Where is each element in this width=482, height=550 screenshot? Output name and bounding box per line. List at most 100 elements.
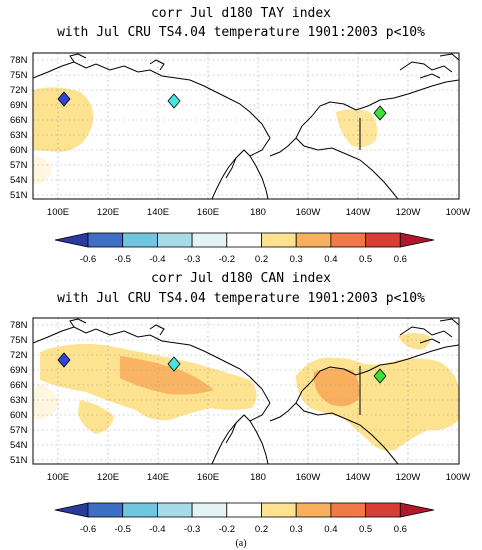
- lat-axis-labels: 78N 75N 72N 69N 66N 63N 60N 57N 54N 51N: [10, 320, 28, 466]
- colorbar-segment: [330, 502, 366, 518]
- colorbar-segment: [87, 502, 124, 518]
- figure-caption: (a): [235, 538, 246, 549]
- correlation-shading: [33, 87, 378, 184]
- colorbar-segment: [261, 232, 297, 248]
- lon-tick: 100W: [446, 207, 471, 218]
- map-frame: [32, 52, 460, 200]
- colorbar-segment: [156, 232, 193, 248]
- lon-tick: 140W: [346, 207, 371, 218]
- panel-title-line1: corr Jul d180 CAN index: [151, 271, 331, 286]
- lat-tick: 66N: [10, 380, 28, 391]
- colorbar-tick: 0.4: [324, 254, 337, 265]
- map-gridlines: [33, 53, 459, 199]
- colorbar-tick: -0.4: [149, 254, 165, 265]
- colorbar-tick: 0.3: [290, 254, 303, 265]
- lat-tick: 51N: [10, 455, 28, 466]
- panel-title-line2: with Jul CRU TS4.04 temperature 1901:200…: [57, 25, 425, 40]
- colorbar-segment: [226, 502, 262, 518]
- colorbar-end-left: [54, 232, 89, 248]
- colorbar-segment: [122, 502, 158, 518]
- blue-site-marker: [57, 352, 71, 368]
- colorbar-tick: 0.6: [394, 254, 407, 265]
- lon-tick: 120W: [396, 207, 421, 218]
- colorbar-tick: 0.3: [290, 524, 303, 535]
- colorbar-segment: [226, 232, 262, 248]
- colorbar-tick: 0.4: [324, 524, 337, 535]
- lon-tick: 120E: [97, 207, 119, 218]
- lon-tick: 100E: [47, 472, 69, 483]
- lon-axis-labels: 100E 120E 140E 160E 180 160W 140W 120W 1…: [47, 472, 471, 483]
- lon-tick: 120E: [97, 472, 119, 483]
- lat-tick: 63N: [10, 130, 28, 141]
- colorbar-segment: [365, 502, 401, 518]
- colorbar-segment: [191, 502, 228, 518]
- lat-tick: 60N: [10, 145, 28, 156]
- lat-tick: 54N: [10, 440, 28, 451]
- colorbar-tick: 0.5: [359, 524, 372, 535]
- cyan-site-marker: [167, 93, 181, 109]
- colorbar-tick: -0.2: [219, 254, 235, 265]
- colorbar-tick: -0.3: [184, 254, 200, 265]
- map-gridlines: [33, 318, 459, 464]
- colorbar-tick: -0.3: [184, 524, 200, 535]
- lat-tick: 63N: [10, 395, 28, 406]
- lon-tick: 100E: [47, 207, 69, 218]
- lat-tick: 60N: [10, 410, 28, 421]
- panel-tay: corr Jul d180 TAY index with Jul CRU TS4…: [10, 6, 470, 265]
- lat-tick: 78N: [10, 55, 28, 66]
- cyan-site-marker: [167, 356, 181, 372]
- lat-tick: 54N: [10, 175, 28, 186]
- lat-tick: 75N: [10, 70, 28, 81]
- colorbar-segment: [330, 232, 366, 248]
- lat-axis-labels: 78N 75N 72N 69N 66N 63N 60N 57N 54N 51N: [10, 55, 28, 201]
- colorbar-segment: [365, 232, 401, 248]
- coastlines: [33, 318, 459, 464]
- lon-tick: 160W: [296, 207, 321, 218]
- colorbar-segment: [261, 502, 297, 518]
- lon-tick: 180: [250, 472, 266, 483]
- lat-tick: 75N: [10, 335, 28, 346]
- colorbar-end-right: [399, 502, 435, 518]
- lon-axis-labels: 100E 120E 140E 160E 180 160W 140W 120W 1…: [47, 207, 471, 218]
- lon-tick: 140E: [147, 207, 169, 218]
- colorbar-tick: -0.2: [219, 524, 235, 535]
- colorbar-segment: [191, 232, 228, 248]
- panel-title-line1: corr Jul d180 TAY index: [151, 6, 331, 21]
- colorbar-tick: -0.5: [115, 524, 131, 535]
- lat-tick: 72N: [10, 350, 28, 361]
- green-site-marker: [373, 368, 387, 384]
- correlation-shading: [33, 333, 459, 451]
- lat-tick: 69N: [10, 100, 28, 111]
- colorbar-segment: [295, 502, 332, 518]
- lon-tick: 160E: [197, 472, 219, 483]
- colorbar-tick: -0.6: [80, 254, 96, 265]
- lat-tick: 57N: [10, 160, 28, 171]
- lon-tick: 100W: [446, 472, 471, 483]
- lon-tick: 140W: [346, 472, 371, 483]
- map-frame: [32, 317, 460, 465]
- lat-tick: 57N: [10, 425, 28, 436]
- colorbar-tick: 0.5: [359, 254, 372, 265]
- lat-tick: 51N: [10, 190, 28, 201]
- colorbar-segment: [122, 232, 158, 248]
- colorbar-tick: 0.2: [255, 524, 268, 535]
- colorbar-end-left: [54, 502, 89, 518]
- green-site-marker: [373, 105, 387, 121]
- panel-can: corr Jul d180 CAN index with Jul CRU TS4…: [10, 271, 470, 535]
- blue-site-marker: [57, 91, 71, 107]
- lon-tick: 140E: [147, 472, 169, 483]
- colorbar-tick: 0.2: [255, 254, 268, 265]
- lon-tick: 120W: [396, 472, 421, 483]
- colorbar-end-right: [399, 232, 435, 248]
- colorbar-tick: -0.5: [115, 254, 131, 265]
- panel-title-line2: with Jul CRU TS4.04 temperature 1901:200…: [57, 291, 425, 306]
- colorbar: -0.6 -0.5 -0.4 -0.3 -0.2 0.2 0.3 0.4 0.5…: [54, 502, 435, 535]
- lon-tick: 160W: [296, 472, 321, 483]
- lat-tick: 69N: [10, 365, 28, 376]
- coastlines: [33, 53, 459, 199]
- map-area: [33, 53, 459, 199]
- lat-tick: 78N: [10, 320, 28, 331]
- lon-tick: 180: [250, 207, 266, 218]
- colorbar-tick: 0.6: [394, 524, 407, 535]
